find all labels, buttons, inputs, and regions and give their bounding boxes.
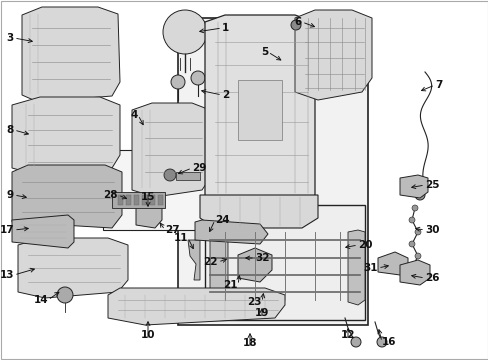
Polygon shape [238,248,271,282]
Text: 5: 5 [260,47,267,57]
Text: 12: 12 [340,330,354,340]
Text: 20: 20 [357,240,372,250]
Text: 2: 2 [222,90,229,100]
Text: 30: 30 [424,225,439,235]
Polygon shape [399,260,429,285]
Circle shape [57,287,73,303]
Text: 11: 11 [173,233,187,243]
Text: 15: 15 [141,192,155,202]
Circle shape [290,20,301,30]
Polygon shape [12,215,74,248]
Circle shape [350,337,360,347]
Text: 19: 19 [254,308,268,318]
Polygon shape [347,230,364,305]
Bar [118,195,123,205]
Bar [112,192,164,208]
Text: 28: 28 [103,190,118,200]
Circle shape [191,71,204,85]
Text: 25: 25 [424,180,439,190]
Circle shape [376,337,386,347]
Bar [158,195,163,205]
Text: 23: 23 [247,297,262,307]
Text: 17: 17 [0,225,14,235]
Circle shape [163,169,176,181]
Bar [134,195,139,205]
Text: 21: 21 [223,280,238,290]
Text: 1: 1 [222,23,229,33]
Text: 22: 22 [203,257,218,267]
Text: 9: 9 [7,190,14,200]
Text: 3: 3 [7,33,14,43]
Circle shape [163,10,206,54]
Polygon shape [377,252,407,275]
Polygon shape [399,175,427,198]
Bar [178,18,367,325]
Circle shape [408,265,414,271]
Polygon shape [204,15,314,210]
Text: 24: 24 [215,215,229,225]
Circle shape [408,217,414,223]
Text: 29: 29 [192,163,206,173]
Polygon shape [294,10,371,100]
Bar [238,80,282,140]
Text: 7: 7 [434,80,442,90]
Polygon shape [108,288,285,325]
Text: 4: 4 [130,110,138,120]
Text: 32: 32 [254,253,269,263]
Circle shape [414,229,420,235]
Text: 8: 8 [7,125,14,135]
Polygon shape [22,7,120,102]
Bar [204,205,364,320]
Circle shape [411,205,417,211]
Polygon shape [12,97,120,175]
Text: 16: 16 [381,337,396,347]
Bar [176,172,200,180]
Bar [103,150,218,230]
Text: 26: 26 [424,273,439,283]
Polygon shape [136,195,162,228]
Text: 31: 31 [363,263,377,273]
Bar [150,195,155,205]
Polygon shape [12,165,122,228]
Bar [126,195,131,205]
Circle shape [408,241,414,247]
Text: 6: 6 [294,17,302,27]
Polygon shape [187,240,200,280]
Text: 13: 13 [0,270,14,280]
Circle shape [414,253,420,259]
Bar [142,195,147,205]
Circle shape [414,190,424,200]
Text: 27: 27 [164,225,179,235]
Polygon shape [209,230,227,305]
Polygon shape [132,103,209,197]
Polygon shape [195,220,267,244]
Circle shape [171,75,184,89]
Text: 18: 18 [242,338,257,348]
Polygon shape [200,195,317,228]
Polygon shape [18,238,128,298]
Text: 10: 10 [141,330,155,340]
Text: 14: 14 [33,295,48,305]
